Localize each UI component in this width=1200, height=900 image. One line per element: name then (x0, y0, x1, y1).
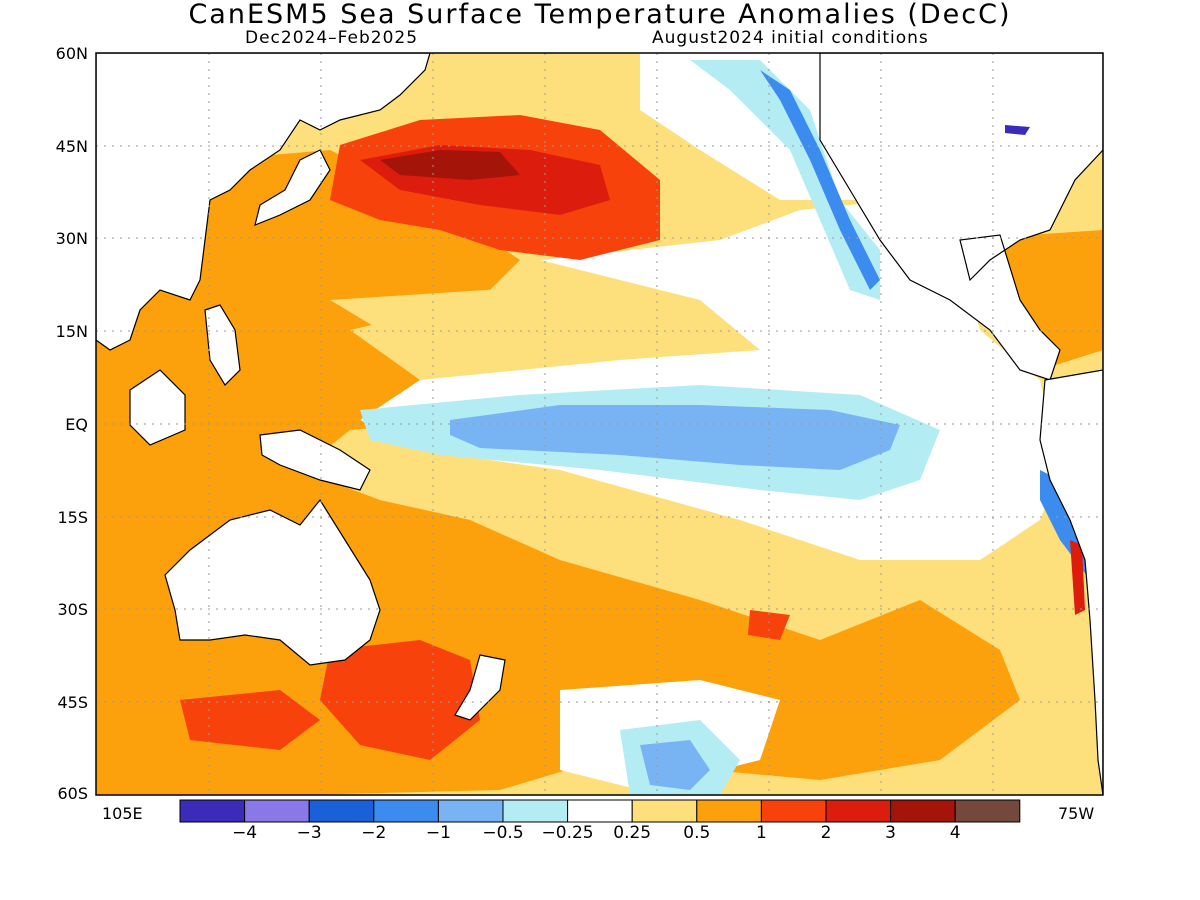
colorbar-tick-label: −3 (296, 823, 322, 843)
colorbar-tick-label: 4 (949, 823, 961, 843)
new-guinea-land (259, 429, 371, 491)
lat-label-eq: EQ (65, 415, 88, 434)
north-america-land (819, 53, 1103, 381)
colorbar-swatch (631, 799, 698, 823)
colorbar-tick-label: 0.5 (683, 823, 711, 843)
asia-land (96, 53, 431, 351)
colorbar-tick-label: 0.25 (613, 823, 652, 843)
lat-label-30n: 30N (55, 229, 88, 248)
colorbar-tick-label: 2 (820, 823, 832, 843)
colorbar-swatch (179, 799, 246, 823)
philippines-land (204, 304, 241, 386)
lat-label-45n: 45N (55, 137, 88, 156)
colorbar-swatch (244, 799, 310, 823)
lat-label-30s: 30S (57, 600, 88, 619)
anomaly-field (96, 53, 1103, 795)
colorbar-tick-label: −0.25 (541, 823, 594, 843)
southern-warm-band (180, 690, 320, 750)
lon-label-west: 105E (102, 804, 143, 823)
lat-label-15n: 15N (55, 322, 88, 341)
colorbar-swatch (308, 799, 375, 823)
forecast-period: Dec2024–Feb2025 (245, 28, 419, 48)
equatorial-cold-tongue (450, 405, 900, 470)
colorbar-swatch (437, 799, 504, 823)
lat-label-15s: 15S (57, 508, 88, 527)
colorbar-swatch (890, 799, 956, 823)
colorbar-swatch (567, 799, 633, 823)
map-title: CanESM5 Sea Surface Temperature Anomalie… (188, 0, 1012, 30)
map-frame (95, 52, 1104, 796)
california-coastal-cold (760, 70, 880, 290)
lat-label-60n: 60N (55, 44, 88, 63)
colorbar-swatch (502, 799, 569, 823)
kuroshio-peak (380, 150, 520, 180)
colorbar-swatch (825, 799, 892, 823)
south-america-land (1039, 369, 1103, 795)
colorbar-swatch (373, 799, 439, 823)
australia-land (164, 498, 381, 666)
japan-land (254, 149, 331, 226)
colorbar (179, 799, 1021, 823)
new-zealand-land (454, 654, 506, 721)
colorbar-tick-label: 1 (755, 823, 767, 843)
lat-label-45s: 45S (57, 693, 88, 712)
colorbar-swatch (760, 799, 827, 823)
borneo-land (129, 369, 186, 446)
colorbar-tick-label: 3 (885, 823, 896, 843)
lat-label-60s: 60S (57, 784, 88, 803)
tasman-warm (320, 640, 480, 760)
colorbar-swatch (954, 799, 1021, 823)
colorbar-tick-label: −2 (361, 823, 387, 843)
colorbar-swatch (696, 799, 762, 823)
chile-coastal-warm (1070, 540, 1085, 615)
central-mild-band (330, 280, 800, 380)
california-cold-strip (690, 60, 880, 300)
southern-cold-core (640, 740, 710, 790)
southeast-warm-patch (748, 610, 790, 640)
colorbar-tick-label: −1 (425, 823, 451, 843)
colorbar-tick-label: −0.5 (482, 823, 524, 843)
colorbar-tick-label: −4 (232, 823, 258, 843)
lon-label-east: 75W (1058, 804, 1095, 823)
initial-conditions: August2024 initial conditions (652, 28, 929, 48)
lake-anomaly (1005, 125, 1030, 135)
